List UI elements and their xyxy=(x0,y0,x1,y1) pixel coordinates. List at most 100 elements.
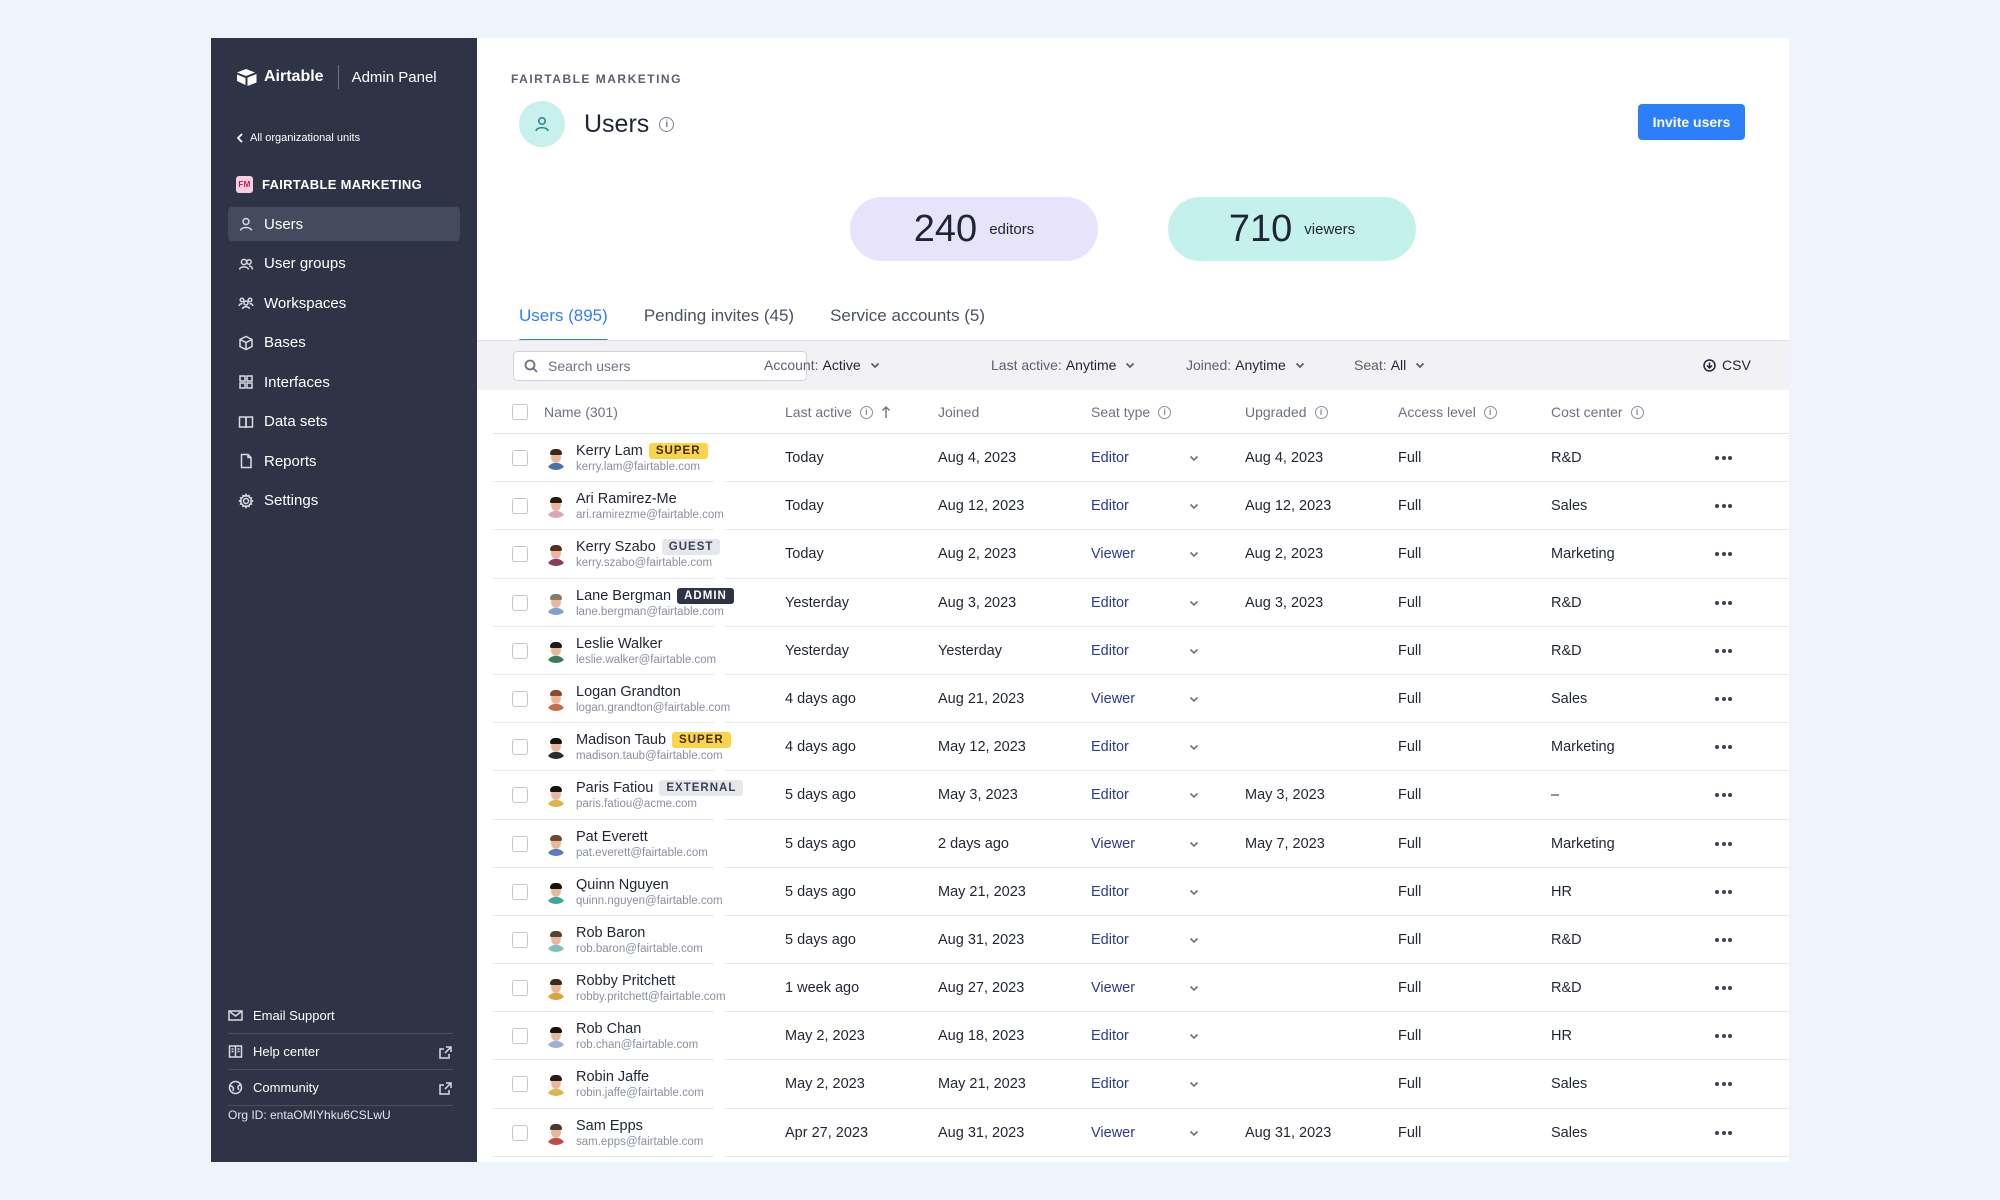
sidebar-item-users[interactable]: Users xyxy=(228,207,460,241)
user-name[interactable]: Paris Fatiou xyxy=(576,780,654,797)
community-link[interactable]: Community xyxy=(228,1070,453,1106)
more-actions-button[interactable] xyxy=(1715,771,1732,819)
row-checkbox[interactable] xyxy=(512,498,528,515)
invite-users-button[interactable]: Invite users xyxy=(1638,104,1745,140)
table-row[interactable]: Rob Chan rob.chan@fairtable.com May 2, 2… xyxy=(493,1012,1789,1061)
seat-type-select[interactable]: Viewer xyxy=(1091,675,1199,723)
row-checkbox[interactable] xyxy=(512,690,528,707)
info-icon[interactable]: i xyxy=(1314,405,1328,419)
sidebar-item-settings[interactable]: Settings xyxy=(228,484,460,518)
user-name[interactable]: Logan Grandton xyxy=(576,683,681,700)
row-checkbox[interactable] xyxy=(512,980,528,997)
sidebar-item-interfaces[interactable]: Interfaces xyxy=(228,365,460,399)
seat-type-select[interactable]: Viewer xyxy=(1091,964,1199,1012)
account-filter[interactable]: Account: Active xyxy=(764,357,880,373)
user-name[interactable]: Madison Taub xyxy=(576,732,667,749)
help-center-link[interactable]: Help center xyxy=(228,1034,453,1070)
tab-users[interactable]: Users (895) xyxy=(519,306,608,342)
seat-type-select[interactable]: Editor xyxy=(1091,1012,1199,1060)
table-row[interactable]: Rob Baron rob.baron@fairtable.com 5 days… xyxy=(493,916,1789,965)
table-row[interactable]: Robby Pritchett robby.pritchett@fairtabl… xyxy=(493,964,1789,1013)
user-name[interactable]: Robin Jaffe xyxy=(576,1069,650,1086)
more-actions-button[interactable] xyxy=(1715,868,1732,916)
user-name[interactable]: Sam Epps xyxy=(576,1117,643,1134)
more-actions-button[interactable] xyxy=(1715,579,1732,627)
seat-type-select[interactable]: Editor xyxy=(1091,482,1199,530)
row-checkbox[interactable] xyxy=(512,450,528,466)
back-to-org-units-link[interactable]: All organizational units xyxy=(236,132,360,144)
search-input[interactable]: Search users xyxy=(513,351,807,381)
seat-type-select[interactable]: Editor xyxy=(1091,771,1199,819)
user-name[interactable]: Kerry Lam xyxy=(576,443,643,459)
seat-type-select[interactable]: Editor xyxy=(1091,723,1199,771)
more-actions-button[interactable] xyxy=(1715,627,1732,675)
user-name[interactable]: Leslie Walker xyxy=(576,635,663,652)
tab-service-accounts[interactable]: Service accounts (5) xyxy=(830,306,986,325)
seat-type-select[interactable]: Viewer xyxy=(1091,820,1199,868)
row-checkbox[interactable] xyxy=(512,1076,528,1093)
more-actions-button[interactable] xyxy=(1715,1109,1732,1157)
joined-filter[interactable]: Joined: Anytime xyxy=(1186,357,1305,373)
row-checkbox[interactable] xyxy=(512,787,528,804)
sidebar-item-workspaces[interactable]: Workspaces xyxy=(228,286,460,320)
col-name[interactable]: Name (301) xyxy=(544,404,618,420)
row-checkbox[interactable] xyxy=(512,883,528,900)
user-name[interactable]: Kerry Szabo xyxy=(576,539,656,556)
more-actions-button[interactable] xyxy=(1715,530,1732,578)
user-name[interactable]: Pat Everett xyxy=(576,828,648,845)
table-row[interactable]: Lane Bergman ADMIN lane.bergman@fairtabl… xyxy=(493,579,1789,627)
info-icon[interactable]: i xyxy=(659,116,675,132)
info-icon[interactable]: i xyxy=(1158,405,1172,419)
seat-type-select[interactable]: Editor xyxy=(1091,434,1199,482)
user-name[interactable]: Rob Baron xyxy=(576,924,646,941)
last-active-filter[interactable]: Last active: Anytime xyxy=(991,357,1135,373)
more-actions-button[interactable] xyxy=(1715,675,1732,723)
more-actions-button[interactable] xyxy=(1715,1060,1732,1108)
more-actions-button[interactable] xyxy=(1715,1012,1732,1060)
table-row[interactable]: Logan Grandton logan.grandton@fairtable.… xyxy=(493,675,1789,724)
col-joined[interactable]: Joined xyxy=(938,404,979,420)
seat-type-select[interactable]: Editor xyxy=(1091,627,1199,675)
row-checkbox[interactable] xyxy=(512,546,528,563)
table-row[interactable]: Robin Jaffe robin.jaffe@fairtable.com Ma… xyxy=(493,1060,1789,1109)
row-checkbox[interactable] xyxy=(512,594,528,611)
seat-type-select[interactable]: Editor xyxy=(1091,868,1199,916)
seat-type-select[interactable]: Viewer xyxy=(1091,530,1199,578)
seat-filter[interactable]: Seat: All xyxy=(1354,357,1425,373)
table-row[interactable]: Pat Everett pat.everett@fairtable.com 5 … xyxy=(493,820,1789,868)
more-actions-button[interactable] xyxy=(1715,964,1732,1012)
seat-type-select[interactable]: Editor xyxy=(1091,1060,1199,1108)
user-name[interactable]: Lane Bergman xyxy=(576,587,672,604)
col-upgraded[interactable]: Upgraded i xyxy=(1245,404,1328,420)
sidebar-item-bases[interactable]: Bases xyxy=(228,326,460,360)
row-checkbox[interactable] xyxy=(512,931,528,948)
col-access-level[interactable]: Access level i xyxy=(1398,404,1497,420)
row-checkbox[interactable] xyxy=(512,642,528,659)
more-actions-button[interactable] xyxy=(1715,482,1732,530)
row-checkbox[interactable] xyxy=(512,835,528,852)
row-checkbox[interactable] xyxy=(512,1028,528,1045)
airtable-logo[interactable]: Airtable xyxy=(236,68,324,86)
email-support-link[interactable]: Email Support xyxy=(228,998,453,1034)
table-row[interactable]: Kerry Lam SUPER kerry.lam@fairtable.com … xyxy=(493,434,1789,483)
more-actions-button[interactable] xyxy=(1715,723,1732,771)
col-seat-type[interactable]: Seat type i xyxy=(1091,404,1172,420)
sidebar-item-user-groups[interactable]: User groups xyxy=(228,247,460,281)
select-all-checkbox[interactable] xyxy=(512,404,528,420)
more-actions-button[interactable] xyxy=(1715,434,1732,482)
table-row[interactable]: Madison Taub SUPER madison.taub@fairtabl… xyxy=(493,723,1789,772)
user-name[interactable]: Quinn Nguyen xyxy=(576,876,669,893)
user-name[interactable]: Rob Chan xyxy=(576,1021,642,1038)
sidebar-item-reports[interactable]: Reports xyxy=(228,444,460,478)
table-row[interactable]: Quinn Nguyen quinn.nguyen@fairtable.com … xyxy=(493,868,1789,916)
more-actions-button[interactable] xyxy=(1715,820,1732,868)
row-checkbox[interactable] xyxy=(512,739,528,756)
table-row[interactable]: Sam Epps sam.epps@fairtable.com Apr 27, … xyxy=(493,1109,1789,1157)
seat-type-select[interactable]: Editor xyxy=(1091,579,1199,627)
table-row[interactable]: Paris Fatiou EXTERNAL paris.fatiou@acme.… xyxy=(493,771,1789,820)
table-row[interactable]: Ari Ramirez-Me ari.ramirezme@fairtable.c… xyxy=(493,482,1789,531)
sidebar-item-data-sets[interactable]: Data sets xyxy=(228,405,460,439)
user-name[interactable]: Ari Ramirez-Me xyxy=(576,491,677,508)
seat-type-select[interactable]: Viewer xyxy=(1091,1109,1199,1157)
table-row[interactable]: Kerry Szabo GUEST kerry.szabo@fairtable.… xyxy=(493,530,1789,579)
